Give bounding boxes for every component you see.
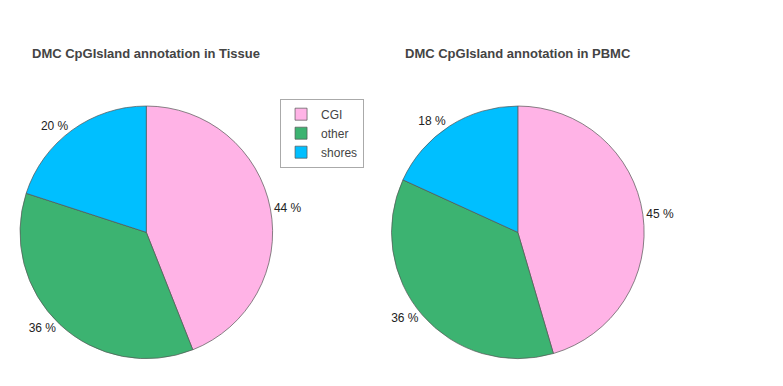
svg-text:DMC CpGIsland annotation in PB: DMC CpGIsland annotation in PBMC xyxy=(405,46,631,61)
svg-text:36 %: 36 % xyxy=(29,321,57,335)
svg-text:DMC CpGIsland annotation in Ti: DMC CpGIsland annotation in Tissue xyxy=(32,46,260,61)
svg-text:20 %: 20 % xyxy=(41,119,69,133)
svg-text:45 %: 45 % xyxy=(646,207,674,221)
svg-text:44 %: 44 % xyxy=(274,201,302,215)
svg-text:shores: shores xyxy=(321,146,357,160)
svg-text:other: other xyxy=(321,127,348,141)
svg-text:CGI: CGI xyxy=(321,108,342,122)
svg-text:36 %: 36 % xyxy=(391,311,419,325)
svg-text:18 %: 18 % xyxy=(418,114,446,128)
